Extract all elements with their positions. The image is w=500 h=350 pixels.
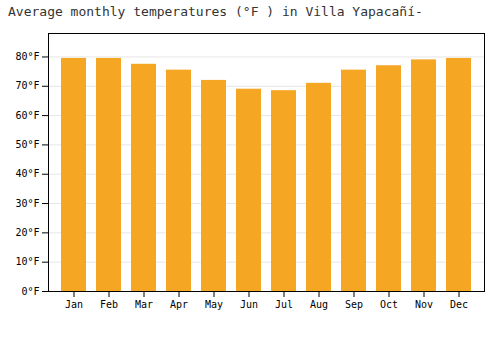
svg-text:60°F: 60°F <box>15 110 39 121</box>
svg-text:Feb: Feb <box>100 299 118 310</box>
svg-text:80°F: 80°F <box>15 51 39 62</box>
svg-text:20°F: 20°F <box>15 227 39 238</box>
svg-text:10°F: 10°F <box>15 256 39 267</box>
svg-text:40°F: 40°F <box>15 168 39 179</box>
svg-text:Apr: Apr <box>170 299 188 310</box>
svg-text:Jun: Jun <box>240 299 258 310</box>
svg-text:Oct: Oct <box>380 299 398 310</box>
svg-text:30°F: 30°F <box>15 198 39 209</box>
svg-text:0°F: 0°F <box>21 286 39 297</box>
html-text:Average monthly temperatures (: Average monthly temperatures (°F ) in Vi… <box>8 4 423 19</box>
svg-text:Dec: Dec <box>450 299 468 310</box>
svg-text:Nov: Nov <box>415 299 433 310</box>
svg-text:70°F: 70°F <box>15 80 39 91</box>
svg-text:50°F: 50°F <box>15 139 39 150</box>
svg-text:Jul: Jul <box>275 299 293 310</box>
svg-text:May: May <box>205 299 223 310</box>
svg-text:Sep: Sep <box>345 299 363 310</box>
svg-text:Jan: Jan <box>65 299 83 310</box>
svg-text:Mar: Mar <box>135 299 153 310</box>
svg-text:Aug: Aug <box>310 299 328 310</box>
